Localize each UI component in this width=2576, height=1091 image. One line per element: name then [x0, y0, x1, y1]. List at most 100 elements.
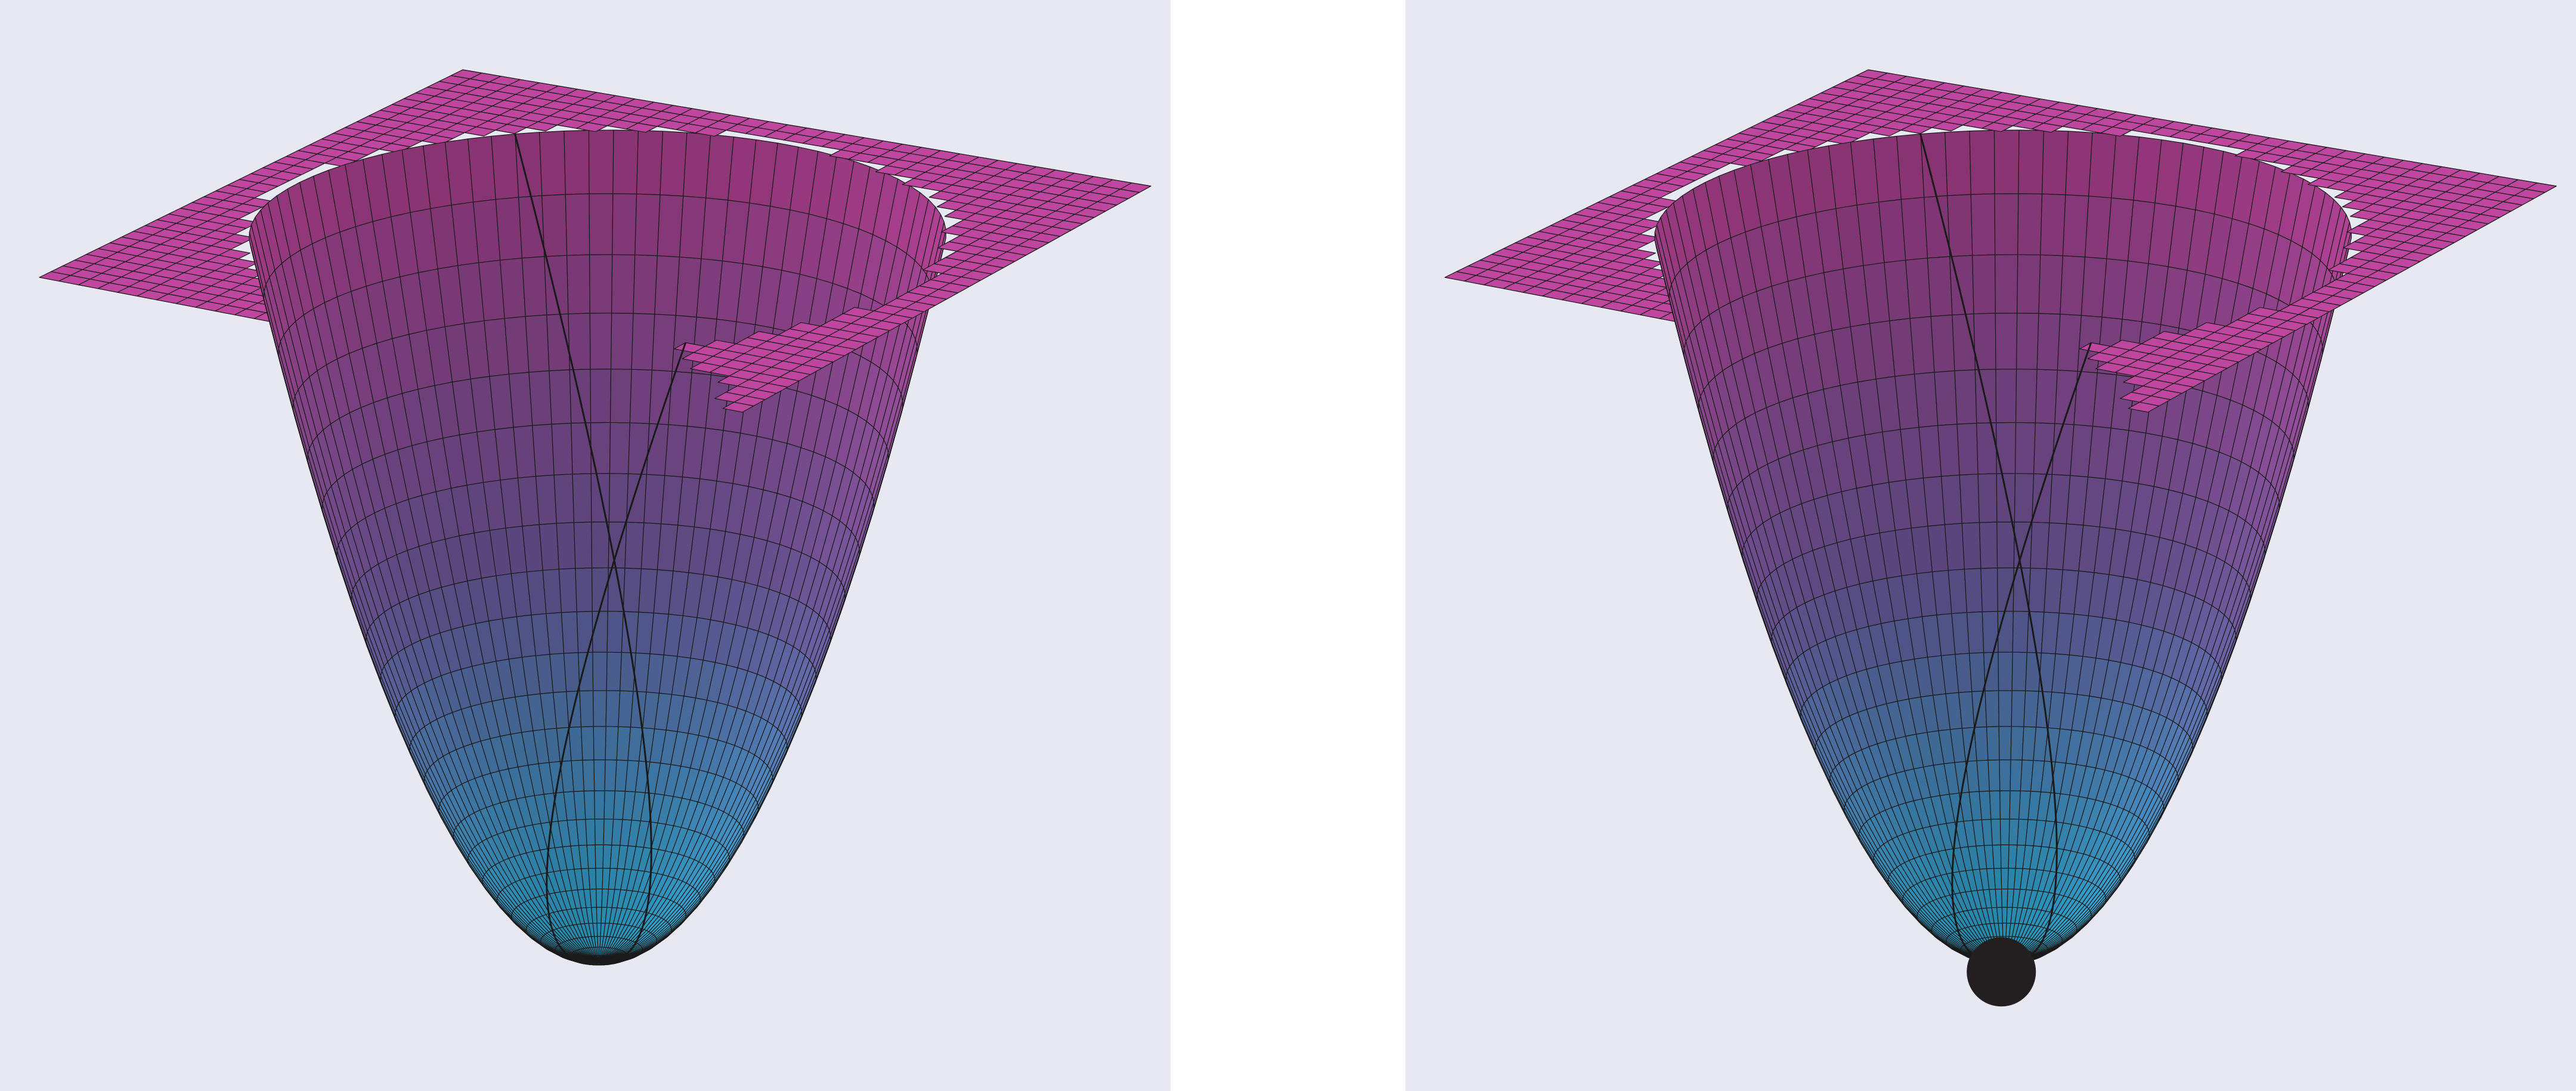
mesh-cell	[2011, 651, 2028, 691]
mesh-cell	[2000, 844, 2010, 869]
mesh-cell	[551, 422, 573, 476]
mesh-cell	[606, 611, 624, 653]
mesh-cell	[566, 254, 590, 314]
mesh-cell	[590, 369, 612, 424]
mesh-cell	[1998, 690, 2012, 727]
mesh-cell	[588, 867, 597, 890]
mesh-cell	[582, 759, 595, 792]
mesh-cell	[623, 567, 642, 613]
mesh-cell	[565, 193, 590, 256]
mesh-cell	[1998, 651, 2013, 691]
rim-cell	[1624, 249, 1656, 259]
mesh-cell	[586, 844, 596, 869]
mesh-cell	[1954, 369, 1977, 425]
bowl-edge-right	[513, 133, 652, 963]
mesh-cell	[549, 369, 572, 425]
mesh-cell	[1948, 568, 1968, 614]
mesh-cell	[589, 313, 612, 370]
mesh-cell	[606, 651, 623, 691]
rim-cell	[1120, 183, 1151, 193]
mesh-cell	[1999, 759, 2011, 792]
mesh-cell	[591, 521, 610, 568]
mesh-cell	[491, 134, 519, 200]
mesh-cell	[1959, 474, 1980, 524]
mesh-cell	[1979, 521, 1998, 569]
mesh-cell	[590, 473, 611, 523]
mesh-cell	[608, 473, 629, 523]
mesh-cell	[568, 726, 583, 761]
mesh-cell	[556, 522, 576, 570]
mesh-cell	[1900, 197, 1928, 261]
mesh-cell	[594, 790, 605, 820]
rim-cell	[218, 249, 250, 259]
mesh-cell	[558, 568, 577, 613]
mesh-cell	[585, 818, 596, 846]
mesh-cell	[1968, 652, 1986, 693]
mesh-cell	[651, 313, 677, 372]
mesh-cell	[467, 135, 496, 203]
mesh-cell	[572, 473, 592, 523]
mesh-cell	[1986, 726, 2000, 761]
mesh-cell	[1947, 194, 1973, 257]
mesh-cell	[609, 369, 632, 424]
mesh-cell	[1980, 567, 1998, 613]
mesh-cell	[1995, 888, 2003, 908]
mesh-cell	[596, 888, 603, 908]
bowl-outline	[513, 133, 687, 963]
mesh-cell	[546, 612, 565, 655]
mesh-cell	[1937, 424, 1960, 477]
mesh-cell	[1951, 612, 1970, 655]
mesh-cell	[1999, 818, 2010, 846]
mesh-cell	[1961, 522, 1981, 570]
mesh-cell	[604, 759, 617, 792]
mesh-cell	[1989, 790, 2001, 820]
mesh-cell	[2010, 759, 2023, 792]
mesh-cell	[1995, 422, 2017, 474]
mesh-cell	[1998, 726, 2012, 761]
mesh-cell	[611, 254, 636, 314]
mesh-cell	[1945, 131, 1971, 196]
mesh-cell	[541, 194, 568, 257]
mesh-cell	[1997, 611, 2014, 653]
bowl-edge-left	[546, 342, 687, 963]
rim-plane-front	[450, 69, 1151, 413]
mesh-cell	[580, 726, 595, 761]
mesh-cell	[589, 254, 613, 314]
mesh-cell	[1873, 135, 1902, 203]
mesh-cell	[1996, 473, 2016, 523]
mesh-cell	[1999, 790, 2011, 820]
mesh-cell	[1940, 474, 1962, 526]
mesh-cell	[2015, 313, 2039, 370]
mesh-cell	[1970, 193, 1996, 256]
mesh-cell	[593, 726, 606, 761]
right-panel	[1405, 0, 2576, 1091]
mesh-cell	[594, 818, 605, 846]
mesh-cell	[553, 474, 575, 524]
mesh-cell	[1964, 568, 1983, 613]
mesh-cell	[1996, 521, 2015, 568]
mesh-cell	[657, 194, 684, 258]
mesh-cell	[535, 474, 557, 526]
mesh-cell	[579, 690, 594, 728]
mesh-cell	[571, 759, 585, 792]
mesh-cell	[624, 521, 645, 570]
mesh-cell	[612, 193, 637, 255]
mesh-cell	[592, 690, 607, 727]
mesh-cell	[1977, 473, 1998, 523]
mesh-cell	[2014, 422, 2036, 474]
mesh-cell	[1969, 129, 1995, 195]
mesh-cell	[634, 193, 661, 256]
mesh-cell	[2010, 726, 2024, 761]
mesh-cell	[542, 568, 562, 614]
mesh-cell	[593, 759, 606, 792]
mesh-cell	[563, 652, 580, 693]
mesh-cell	[500, 258, 526, 319]
mesh-cell	[1934, 370, 1958, 426]
mesh-cell	[2030, 521, 2050, 570]
mesh-cell	[590, 422, 611, 474]
mesh-cell	[1990, 818, 2001, 846]
mesh-cell	[1944, 523, 1965, 571]
mesh-cell	[1995, 369, 2017, 424]
paraboloid-bowl	[249, 129, 946, 966]
mesh-cell	[525, 314, 550, 373]
